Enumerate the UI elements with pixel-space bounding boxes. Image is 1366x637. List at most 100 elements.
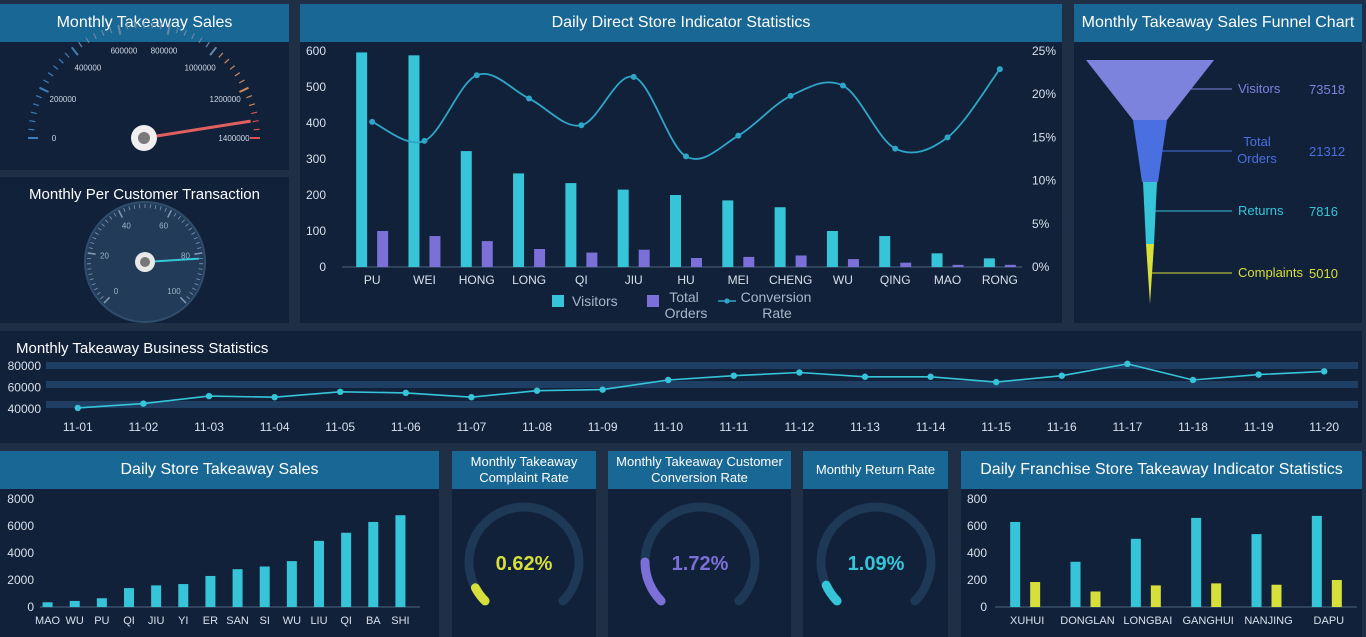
x-axis-tick-label: RONG bbox=[982, 273, 1018, 287]
x-axis-tick-label: 11-18 bbox=[1178, 420, 1208, 434]
band-stripe bbox=[46, 401, 1358, 408]
franchise-bar-secondary bbox=[1090, 591, 1101, 607]
x-axis-tick-label: 11-04 bbox=[260, 420, 290, 434]
conversion-panel: Monthly Takeaway Customer Conversion Rat… bbox=[608, 451, 791, 637]
franchise-bar-primary bbox=[1251, 534, 1262, 607]
conversion-rate-point bbox=[526, 95, 533, 102]
gauge-tick bbox=[32, 103, 40, 107]
x-axis-tick-label: 11-12 bbox=[784, 420, 814, 434]
gauge-tick bbox=[89, 278, 94, 281]
business-point bbox=[861, 373, 869, 380]
gauge-tick bbox=[117, 209, 124, 218]
y-axis-tick-label: 300 bbox=[306, 152, 326, 166]
business-point bbox=[337, 388, 344, 395]
business-point bbox=[993, 378, 1000, 386]
x-axis-tick-label: MAO bbox=[35, 615, 61, 627]
business-point bbox=[1124, 360, 1131, 368]
gauge-tick bbox=[29, 120, 36, 123]
x-axis-tick-label: 11-05 bbox=[325, 420, 355, 434]
conversion-rate-point bbox=[735, 132, 742, 139]
gauge-tick bbox=[246, 95, 253, 99]
x-axis-tick-label: 11-06 bbox=[391, 420, 421, 434]
gauge-tick bbox=[177, 215, 181, 220]
gauge-tick-label: 1200000 bbox=[210, 95, 242, 104]
y-axis-tick-label: 8000 bbox=[7, 492, 34, 506]
gauge-tick-label: 1400000 bbox=[218, 134, 250, 143]
x-axis-tick-label: WU bbox=[283, 615, 301, 627]
gauge-tick bbox=[159, 206, 162, 211]
gauge-tick-label: 40 bbox=[122, 221, 131, 230]
y2-axis-tick-label: 25% bbox=[1032, 44, 1056, 58]
gauge-tick bbox=[191, 33, 195, 40]
gauge-tick bbox=[94, 232, 99, 235]
visitors-bar bbox=[513, 173, 525, 267]
franchise-bar-secondary bbox=[1211, 583, 1222, 607]
y2-axis-tick-label: 5% bbox=[1032, 217, 1050, 231]
store-sales-bar bbox=[42, 602, 53, 607]
store-sales-bar bbox=[259, 566, 270, 607]
conversion-rate-point bbox=[369, 118, 376, 125]
gauge-tick bbox=[35, 95, 42, 99]
gauge-value-label: 1.72% bbox=[672, 553, 729, 575]
funnel-chart: Visitors 73518 Total Orders 21312 Returns 7816… bbox=[1086, 60, 1345, 304]
gauge-tick bbox=[93, 33, 97, 40]
funnel-panel: Monthly Takeaway Sales Funnel Chart Visi… bbox=[1074, 4, 1362, 323]
x-axis-tick-label: 11-17 bbox=[1112, 420, 1142, 434]
gauge-tick bbox=[30, 111, 37, 115]
return-title: Monthly Return Rate bbox=[803, 451, 948, 489]
gauge-tick bbox=[173, 212, 177, 217]
x-axis-tick-label: SI bbox=[260, 615, 270, 627]
visitors-bar bbox=[774, 207, 786, 267]
gauge-tick bbox=[166, 209, 173, 218]
x-axis-tick-label: YI bbox=[178, 615, 188, 627]
x-axis-tick-label: NANJING bbox=[1244, 615, 1292, 627]
monthly-sales-panel: Monthly Takeaway Sales 0 200000 400000 6000… bbox=[0, 4, 289, 170]
orders-bar bbox=[377, 231, 389, 267]
business-point bbox=[1255, 371, 1262, 378]
business-line bbox=[77, 363, 1325, 409]
x-axis-tick-label: QI bbox=[575, 273, 588, 287]
gauge-tick bbox=[43, 79, 50, 84]
business-point bbox=[74, 404, 82, 412]
franchise-bar-secondary bbox=[1150, 585, 1161, 607]
legend-visitors-swatch bbox=[552, 295, 564, 307]
x-axis-tick-label: LONGBAI bbox=[1123, 615, 1172, 627]
visitors-bar bbox=[879, 236, 891, 267]
y2-axis-tick-label: 20% bbox=[1032, 87, 1056, 101]
x-axis-tick-label: ER bbox=[203, 615, 218, 627]
legend-visitors-label: Visitors bbox=[572, 293, 618, 309]
x-axis-tick-label: BA bbox=[366, 615, 381, 627]
gauge-track bbox=[816, 502, 936, 606]
gauge-tick bbox=[239, 86, 249, 93]
gauge-tick bbox=[58, 58, 64, 64]
gauge-tick bbox=[159, 23, 162, 30]
x-axis-tick-label: 11-16 bbox=[1047, 420, 1077, 434]
conversion-rate-point bbox=[787, 92, 794, 99]
gauge-tick bbox=[183, 29, 187, 36]
business-panel: Monthly Takeaway Business Statistics 400… bbox=[0, 331, 1362, 443]
gauge-tick bbox=[209, 46, 218, 56]
x-axis-tick-label: SAN bbox=[226, 615, 249, 627]
x-axis-tick-label: 11-08 bbox=[522, 420, 552, 434]
funnel-stage-label: Orders bbox=[1237, 151, 1277, 166]
legend-orders-label: Orders bbox=[665, 305, 708, 321]
y-axis-tick-label: 500 bbox=[306, 80, 326, 94]
per-customer-gauge: 0 20 40 60 80 100 bbox=[84, 201, 206, 323]
gauge-tick bbox=[91, 283, 96, 286]
complaint-gauge: 0.62% bbox=[464, 502, 584, 606]
y-axis-tick-label: 600 bbox=[967, 519, 987, 533]
business-point bbox=[533, 387, 541, 394]
gauge-tick bbox=[205, 41, 210, 48]
business-point bbox=[599, 386, 606, 393]
gauge-tick bbox=[238, 79, 245, 84]
funnel-stage-label: Returns bbox=[1238, 203, 1284, 218]
y2-axis-tick-label: 0% bbox=[1032, 260, 1050, 274]
x-axis-tick-label: 11-15 bbox=[981, 420, 1011, 434]
orders-bar bbox=[900, 262, 912, 267]
gauge-tick bbox=[88, 247, 93, 249]
visitors-bar bbox=[617, 189, 629, 267]
franchise-bar-primary bbox=[1191, 517, 1202, 607]
x-axis-tick-label: DAPU bbox=[1314, 615, 1345, 627]
store-sales-bar bbox=[205, 575, 216, 607]
gauge-tick bbox=[181, 219, 185, 223]
